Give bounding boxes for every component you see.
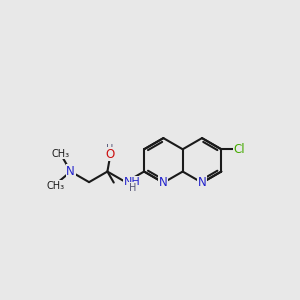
Text: CH₃: CH₃ (52, 149, 70, 159)
Text: NH: NH (124, 177, 141, 187)
Text: N: N (159, 176, 168, 189)
Text: H: H (106, 144, 114, 154)
Text: H: H (129, 182, 136, 193)
Text: O: O (106, 148, 115, 160)
Text: N: N (66, 165, 75, 178)
Text: Cl: Cl (233, 143, 245, 156)
Text: N: N (198, 176, 206, 189)
Text: CH₃: CH₃ (46, 181, 64, 191)
